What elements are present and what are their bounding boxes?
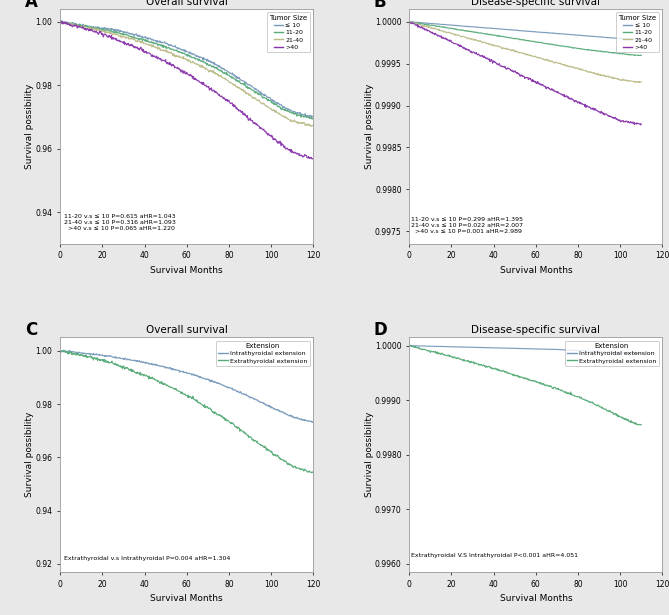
Title: Overall survival: Overall survival [146, 0, 227, 7]
Y-axis label: Survival possibility: Survival possibility [25, 84, 34, 169]
Y-axis label: Survival possibility: Survival possibility [365, 412, 373, 498]
Text: Extrathyroidal v.s Intrathyroidal P=0.004 aHR=1.304: Extrathyroidal v.s Intrathyroidal P=0.00… [64, 557, 231, 561]
Legend: Intrathyroidal extension, Extrathyroidal extension: Intrathyroidal extension, Extrathyroidal… [565, 341, 659, 366]
Title: Overall survival: Overall survival [146, 325, 227, 335]
Text: B: B [374, 0, 387, 11]
Text: C: C [25, 321, 37, 339]
Text: 11-20 v.s ≤ 10 P=0.615 aHR=1.043
21-40 v.s ≤ 10 P=0.316 aHR=1.093
  >40 v.s ≤ 10: 11-20 v.s ≤ 10 P=0.615 aHR=1.043 21-40 v… [64, 215, 177, 231]
Legend: ≤ 10, 11-20, 21-40, >40: ≤ 10, 11-20, 21-40, >40 [267, 12, 310, 52]
Y-axis label: Survival possibility: Survival possibility [365, 84, 373, 169]
X-axis label: Survival Months: Survival Months [151, 594, 223, 603]
Y-axis label: Survival possibility: Survival possibility [25, 412, 34, 498]
X-axis label: Survival Months: Survival Months [500, 266, 572, 275]
X-axis label: Survival Months: Survival Months [500, 594, 572, 603]
Text: Extrathyroidal V.S Intrathyroidal P<0.001 aHR=4.051: Extrathyroidal V.S Intrathyroidal P<0.00… [411, 554, 579, 558]
X-axis label: Survival Months: Survival Months [151, 266, 223, 275]
Legend: ≤ 10, 11-20, 21-40, >40: ≤ 10, 11-20, 21-40, >40 [616, 12, 659, 52]
Title: Disease-specific survival: Disease-specific survival [472, 325, 600, 335]
Text: D: D [374, 321, 387, 339]
Legend: Intrathyroidal extension, Extrathyroidal extension: Intrathyroidal extension, Extrathyroidal… [216, 341, 310, 366]
Text: A: A [25, 0, 37, 11]
Title: Disease-specific survival: Disease-specific survival [472, 0, 600, 7]
Text: 11-20 v.s ≤ 10 P=0.299 aHR=1.395
21-40 v.s ≤ 10 P=0.022 aHR=2.007
  >40 v.s ≤ 10: 11-20 v.s ≤ 10 P=0.299 aHR=1.395 21-40 v… [411, 217, 523, 234]
